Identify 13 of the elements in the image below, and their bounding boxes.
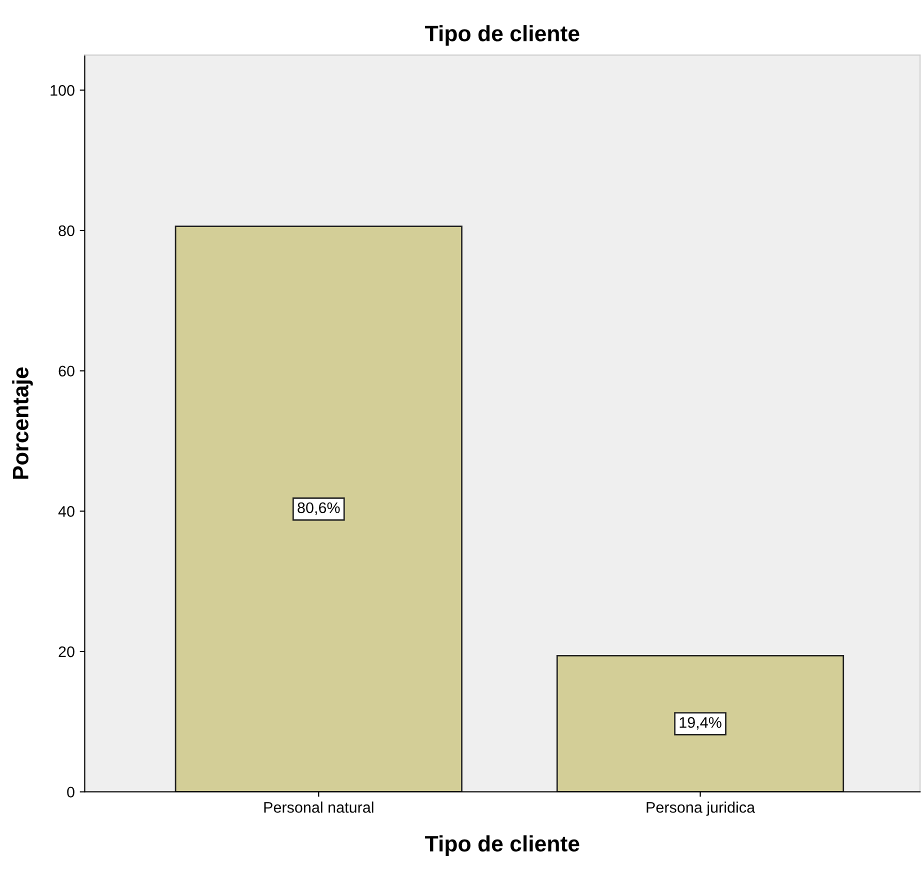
y-tick-label: 0 bbox=[67, 786, 74, 798]
x-tick-label: Personal natural bbox=[264, 802, 374, 813]
y-tick-label: 80 bbox=[58, 225, 74, 236]
x-tick-label: Persona juridica bbox=[646, 802, 756, 816]
y-axis-title: Porcentaje bbox=[12, 367, 33, 479]
data-label: 19,4% bbox=[680, 717, 722, 730]
chart-title: Tipo de cliente bbox=[425, 25, 580, 46]
y-tick-label: 100 bbox=[50, 85, 74, 96]
data-label: 80,6% bbox=[298, 502, 340, 515]
y-tick-label: 20 bbox=[58, 646, 74, 658]
x-axis-title: Tipo de cliente bbox=[425, 835, 580, 856]
y-tick-label: 40 bbox=[58, 506, 74, 517]
y-tick-label: 60 bbox=[58, 366, 74, 377]
